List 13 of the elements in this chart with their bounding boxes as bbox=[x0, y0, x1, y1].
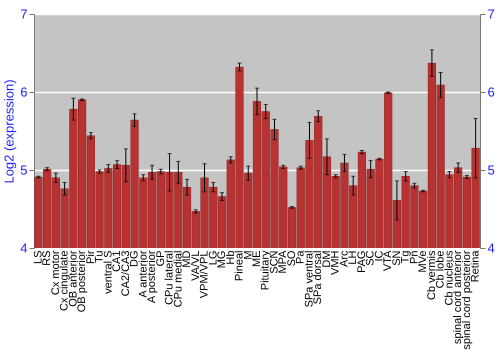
x-tick-label: A posterior bbox=[146, 250, 158, 304]
y-tick-label: 5 bbox=[20, 162, 28, 178]
y2-tick-label: 5 bbox=[488, 162, 495, 178]
y2-tick-label: 7 bbox=[488, 6, 495, 22]
y-tick-label: 6 bbox=[20, 84, 28, 100]
y-tick-label: 7 bbox=[20, 6, 28, 22]
x-tick-label: Tg bbox=[400, 250, 412, 264]
x-tick-label: OB posterior bbox=[76, 250, 88, 312]
y-axis-title: Log2 (expression) bbox=[1, 79, 16, 184]
x-tick-label: RS bbox=[41, 250, 54, 266]
y-tick-label: 4 bbox=[20, 240, 28, 256]
y2-tick-label: 6 bbox=[488, 84, 495, 100]
y2-tick-label: 4 bbox=[488, 240, 495, 256]
